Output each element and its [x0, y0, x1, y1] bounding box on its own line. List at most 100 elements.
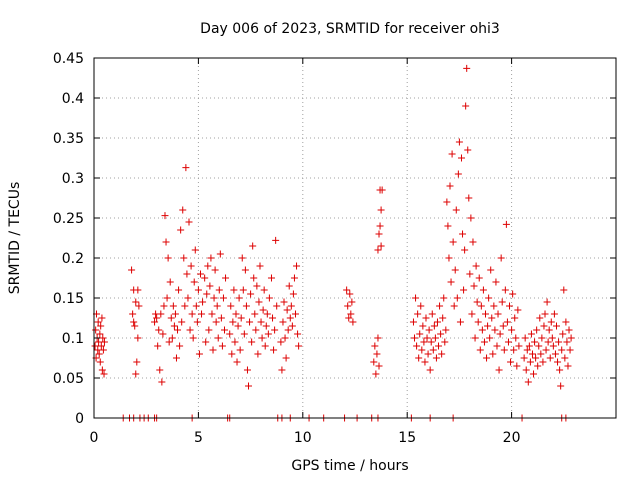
- data-point: [558, 346, 566, 354]
- data-point: [190, 278, 198, 286]
- data-point: [219, 294, 227, 302]
- data-point: [278, 366, 286, 374]
- data-point: [286, 314, 294, 322]
- data-point: [153, 314, 161, 322]
- data-point: [452, 206, 460, 214]
- data-point: [273, 302, 281, 310]
- data-point: [541, 310, 549, 318]
- data-point: [281, 334, 289, 342]
- data-point: [347, 310, 355, 318]
- data-point: [94, 318, 102, 326]
- y-tick-label: 0.4: [62, 91, 84, 107]
- data-point: [208, 310, 216, 318]
- data-point: [537, 350, 545, 358]
- data-point: [169, 302, 177, 310]
- data-point: [446, 182, 454, 190]
- data-point: [418, 346, 426, 354]
- data-point: [466, 270, 474, 278]
- data-point: [509, 290, 517, 298]
- data-point: [425, 326, 433, 334]
- data-point: [566, 346, 574, 354]
- data-point: [467, 214, 475, 222]
- data-point: [515, 342, 523, 350]
- data-point: [221, 326, 228, 334]
- data-point: [416, 330, 424, 338]
- data-point: [409, 318, 417, 326]
- data-point: [494, 310, 502, 318]
- data-point: [497, 254, 505, 262]
- data-point: [438, 350, 446, 358]
- y-tick-label: 0.15: [53, 291, 84, 307]
- data-point: [170, 322, 178, 330]
- data-point: [184, 294, 192, 302]
- data-point: [163, 294, 171, 302]
- data-point: [424, 350, 432, 358]
- data-point: [377, 206, 385, 214]
- data-point: [461, 246, 469, 254]
- data-point: [237, 314, 245, 322]
- data-point: [171, 310, 179, 318]
- data-point: [189, 334, 197, 342]
- data-point: [555, 338, 563, 346]
- data-point: [198, 310, 206, 318]
- data-point: [544, 338, 552, 346]
- data-point: [549, 342, 557, 350]
- data-point: [259, 306, 267, 314]
- data-point: [372, 370, 380, 378]
- data-point: [231, 338, 239, 346]
- data-point: [542, 346, 550, 354]
- data-point: [97, 342, 105, 350]
- data-point: [499, 322, 507, 330]
- data-point: [487, 266, 495, 274]
- data-point: [234, 322, 242, 330]
- data-point: [527, 330, 535, 338]
- data-point: [251, 310, 259, 318]
- data-point: [98, 366, 106, 374]
- data-point: [459, 230, 467, 238]
- data-point: [439, 314, 447, 322]
- data-point: [295, 342, 303, 350]
- data-point: [525, 342, 533, 350]
- data-point: [514, 306, 522, 314]
- data-point: [495, 366, 503, 374]
- data-point: [506, 302, 514, 310]
- data-point: [227, 302, 235, 310]
- y-tick-label: 0: [75, 411, 84, 427]
- data-point: [454, 170, 462, 178]
- data-point: [482, 310, 489, 318]
- data-point: [508, 326, 516, 334]
- data-point: [191, 246, 199, 254]
- data-point: [526, 358, 534, 366]
- data-point: [475, 274, 483, 282]
- data-point: [488, 314, 496, 322]
- data-point: [206, 282, 214, 290]
- data-point: [210, 294, 218, 302]
- data-point: [290, 274, 298, 282]
- data-point: [260, 286, 268, 294]
- data-point: [183, 270, 191, 278]
- data-point: [460, 286, 468, 294]
- data-point: [176, 342, 184, 350]
- data-point: [212, 318, 220, 326]
- data-point: [486, 334, 494, 342]
- data-point: [548, 334, 556, 342]
- data-point: [241, 266, 249, 274]
- data-point: [378, 186, 386, 194]
- data-point: [271, 326, 279, 334]
- data-point: [349, 318, 357, 326]
- y-tick-label: 0.2: [62, 251, 84, 267]
- data-point: [411, 334, 419, 342]
- grid-lines: [94, 58, 616, 418]
- data-point: [185, 218, 193, 226]
- chart-title: Day 006 of 2023, SRMTID for receiver ohi…: [200, 21, 500, 37]
- data-point: [377, 242, 385, 250]
- data-point: [441, 338, 449, 346]
- data-point: [448, 150, 456, 158]
- data-point: [287, 302, 295, 310]
- data-point: [453, 294, 461, 302]
- y-tick-label: 0.35: [53, 131, 84, 147]
- data-point: [240, 330, 248, 338]
- data-point: [261, 342, 269, 350]
- data-point: [282, 354, 290, 362]
- data-point: [188, 310, 196, 318]
